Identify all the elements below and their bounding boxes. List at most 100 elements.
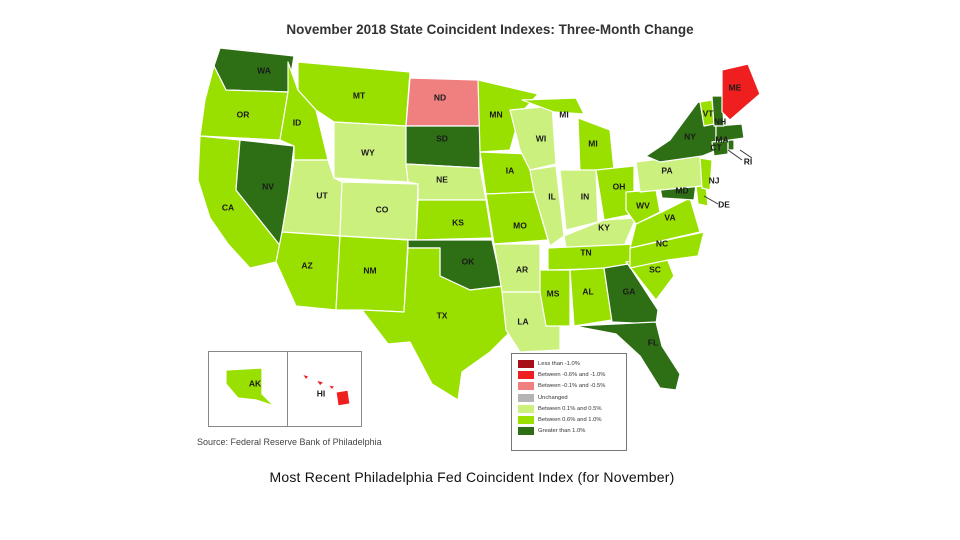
state-label-wa: WA — [257, 65, 271, 75]
state-label-ri: RI — [744, 156, 753, 166]
state-hi — [327, 384, 336, 391]
state-label-mt: MT — [353, 90, 366, 100]
state-label-nj: NJ — [709, 175, 720, 185]
state-ga — [603, 263, 659, 325]
state-label-sc: SC — [649, 264, 661, 274]
state-label-ct: CT — [710, 142, 722, 152]
legend-swatch — [518, 427, 534, 436]
state-label-ar: AR — [516, 264, 528, 274]
legend-row: Between 0.1% and 0.5% — [518, 403, 626, 414]
state-ak — [225, 367, 275, 407]
legend-swatch — [518, 404, 534, 413]
legend-label: Greater than 1.0% — [538, 428, 586, 435]
slide-caption: Most Recent Philadelphia Fed Coincident … — [269, 469, 675, 485]
legend-label: Less than -1.0% — [538, 360, 580, 367]
callout-line-de — [703, 195, 719, 205]
state-ks — [415, 199, 493, 241]
state-label-fl: FL — [648, 337, 658, 347]
state-label-ks: KS — [452, 217, 464, 227]
state-label-wy: WY — [361, 147, 375, 157]
state-in — [559, 169, 599, 231]
state-label-nh: NH — [714, 116, 726, 126]
state-fl — [573, 321, 681, 391]
state-label-or: OR — [237, 109, 250, 119]
state-label-nc: NC — [656, 238, 668, 248]
state-label-pa: PA — [661, 165, 672, 175]
state-label-il: IL — [548, 191, 556, 201]
state-label-mn: MN — [489, 109, 502, 119]
state-label-ne: NE — [436, 174, 448, 184]
state-label-co: CO — [376, 204, 389, 214]
inset-frame — [208, 351, 362, 427]
state-ma — [715, 123, 745, 143]
state-wa — [213, 47, 295, 93]
state-label-va: VA — [664, 212, 675, 222]
state-label-ak: AK — [249, 378, 262, 388]
state-label-ca: CA — [222, 202, 234, 212]
legend-label: Between 0.6% and 1.0% — [538, 417, 602, 424]
state-label-ma: MA — [715, 134, 728, 144]
state-il — [529, 165, 565, 247]
state-label-mo: MO — [513, 220, 527, 230]
state-label-oh: OH — [613, 181, 626, 191]
state-label-al: AL — [582, 286, 593, 296]
state-label-tx: TX — [437, 310, 448, 320]
state-label-wv: WV — [636, 200, 650, 210]
legend-label: Between -0.6% and -1.0% — [538, 371, 606, 378]
legend-row: Greater than 1.0% — [518, 426, 626, 437]
state-ms — [539, 269, 571, 327]
state-label-me: ME — [729, 82, 742, 92]
legend-swatch — [518, 359, 534, 368]
state-label-az: AZ — [301, 260, 312, 270]
state-nc — [629, 231, 705, 269]
state-label-ga: GA — [623, 286, 636, 296]
callout-line-ri — [739, 149, 753, 159]
state-label-ok: OK — [462, 256, 476, 266]
state-label-hi: HI — [317, 388, 326, 398]
state-me — [721, 63, 761, 121]
state-label-tn: TN — [580, 247, 591, 257]
state-label-mi-2: MI — [588, 138, 597, 148]
state-nj — [699, 157, 713, 191]
state-hi — [315, 379, 325, 387]
state-label-la: LA — [517, 316, 528, 326]
legend-row: Between 0.6% and 1.0% — [518, 414, 626, 425]
legend-swatch — [518, 393, 534, 402]
state-az — [275, 231, 341, 311]
legend-row: Between -0.6% and -1.0% — [518, 369, 626, 380]
callout-line-ct — [727, 149, 743, 161]
state-label-vt: VT — [703, 108, 715, 118]
callout-lines — [703, 149, 753, 205]
legend-swatch — [518, 382, 534, 391]
state-ky — [563, 217, 637, 249]
state-nh — [711, 95, 725, 127]
state-label-nd: ND — [434, 92, 446, 102]
legend-label: Between -0.1% and -0.5% — [538, 383, 606, 390]
state-label-ky: KY — [598, 222, 610, 232]
legend-label: Between 0.1% and 0.5% — [538, 405, 602, 412]
inset-divider — [287, 351, 288, 427]
legend-row: Between -0.1% and -0.5% — [518, 381, 626, 392]
state-label-in: IN — [581, 191, 590, 201]
legend: Less than -1.0% Between -0.6% and -1.0% … — [511, 353, 627, 451]
state-label-id: ID — [293, 117, 302, 127]
state-va — [629, 197, 701, 249]
map-title: November 2018 State Coincident Indexes: … — [286, 22, 694, 37]
state-label-ia: IA — [506, 165, 515, 175]
state-label-nv: NV — [262, 181, 274, 191]
state-label-nm: NM — [363, 265, 376, 275]
state-label-ny: NY — [684, 131, 696, 141]
state-hi — [335, 389, 351, 407]
legend-swatch — [518, 416, 534, 425]
legend-row: Unchanged — [518, 392, 626, 403]
state-label-de: DE — [718, 199, 730, 209]
state-label-ms: MS — [547, 288, 560, 298]
state-label-wi: WI — [536, 133, 546, 143]
state-hi — [301, 373, 310, 381]
source-note: Source: Federal Reserve Bank of Philadel… — [197, 437, 382, 447]
state-ri — [727, 139, 735, 151]
state-label-md: MD — [675, 185, 688, 195]
legend-swatch — [518, 370, 534, 379]
legend-row: Less than -1.0% — [518, 358, 626, 369]
